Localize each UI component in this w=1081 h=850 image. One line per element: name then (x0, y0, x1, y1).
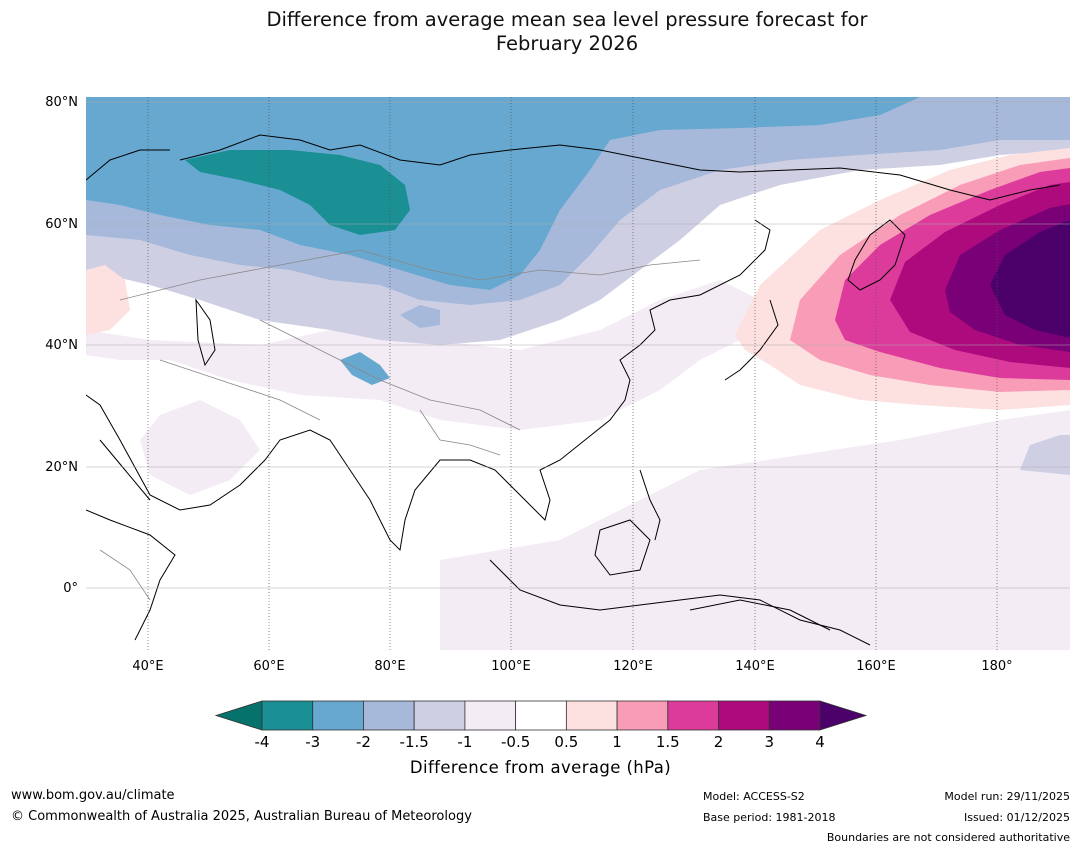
colorbar-swatch (464, 700, 517, 731)
coast-arctic (179, 134, 1061, 201)
colorbar-swatch (312, 700, 364, 731)
anomaly-area-pos4 (990, 220, 1070, 338)
anomaly-area-neg1-pacific (1020, 435, 1070, 475)
map-field (86, 97, 1070, 650)
coast-indonesia (489, 559, 871, 646)
colorbar-tick-label: -4 (254, 733, 270, 751)
footer-model: Model: ACCESS-S2 (703, 790, 805, 803)
anomaly-area-neg2-small (340, 352, 390, 385)
lon-label-160e: 160°E (856, 659, 896, 674)
coastlines (86, 134, 1061, 646)
coast-japan (724, 299, 779, 381)
chart-title: Difference from average mean sea level p… (0, 8, 1081, 56)
colorbar-tick-label: 3 (764, 733, 775, 751)
title-line-2: February 2026 (495, 32, 639, 55)
lon-label-80e: 80°E (374, 659, 406, 674)
colorbar-tick-label: 2 (713, 733, 724, 751)
coast-africa (86, 509, 176, 641)
footer-disclaimer: Boundaries are not considered authoritat… (826, 831, 1070, 844)
colorbar-tick-label: 0.5 (554, 733, 579, 751)
lon-label-120e: 120°E (613, 659, 653, 674)
anomaly-area-neg2 (86, 97, 920, 290)
grid (86, 101, 1070, 589)
anomaly-area-neg3 (185, 150, 410, 235)
coast-philippines (639, 469, 661, 541)
coast-newguinea (689, 599, 831, 631)
anomaly-area-neg05-central (86, 280, 760, 430)
lat-label-40n: 40°N (45, 338, 78, 353)
lon-label-100e: 100°E (491, 659, 531, 674)
coast-kamchatka (847, 219, 906, 291)
anomaly-area-pos05-west (86, 265, 130, 335)
coast-red-sea (99, 439, 151, 501)
colorbar-swatch (261, 700, 314, 731)
coast-asia-south (86, 219, 771, 552)
coast-scandinavia (86, 149, 170, 181)
coast-caspian (195, 298, 216, 367)
lat-label-60n: 60°N (45, 217, 78, 232)
colorbar-tick-label: -0.5 (500, 733, 531, 751)
footer-base-period: Base period: 1981-2018 (703, 811, 836, 824)
anomaly-area-neg05-arabia (140, 400, 260, 495)
colorbar-label: Difference from average (hPa) (409, 758, 672, 777)
footer-copyright: © Commonwealth of Australia 2025, Austra… (11, 809, 472, 824)
footer-model-run: Model run: 29/11/2025 (944, 790, 1070, 803)
colorbar-tick-label: -2 (355, 733, 371, 751)
country-boundaries (99, 249, 701, 601)
lat-label-80n: 80°N (45, 95, 78, 110)
colorbar-tick-label: 4 (815, 733, 825, 751)
colorbar-swatch (363, 700, 415, 731)
colorbar-swatch (667, 700, 719, 731)
colorbar-swatch (565, 700, 618, 731)
lon-label-40e: 40°E (132, 659, 164, 674)
colorbar-swatch (515, 700, 567, 731)
colorbar-tick-label: 1 (612, 733, 622, 751)
colorbar (214, 700, 868, 731)
lon-label-140e: 140°E (735, 659, 775, 674)
colorbar-tick-label: -1.5 (399, 733, 429, 751)
anomaly-area-neg2-small2 (400, 305, 440, 328)
colorbar-swatch (768, 700, 821, 731)
lon-label-180: 180° (981, 659, 1013, 674)
colorbar-tick-label: 1.5 (655, 733, 680, 751)
colorbar-extend-low (214, 700, 263, 731)
colorbar-swatch (718, 700, 770, 731)
colorbar-extend-high (819, 700, 868, 731)
meridians (147, 97, 998, 650)
title-line-1: Difference from average mean sea level p… (266, 8, 868, 31)
colorbar-swatch (413, 700, 466, 731)
lat-label-20n: 20°N (45, 460, 78, 475)
footer-issued: Issued: 01/12/2025 (963, 811, 1070, 824)
colorbar-swatch (616, 700, 669, 731)
lon-label-60e: 60°E (253, 659, 285, 674)
coast-borneo (594, 519, 651, 576)
colorbar-tick-label: -3 (305, 733, 321, 751)
footer-website[interactable]: www.bom.gov.au/climate (11, 788, 175, 803)
colorbar-tick-label: -1 (457, 733, 473, 751)
lat-label-0: 0° (63, 581, 78, 596)
